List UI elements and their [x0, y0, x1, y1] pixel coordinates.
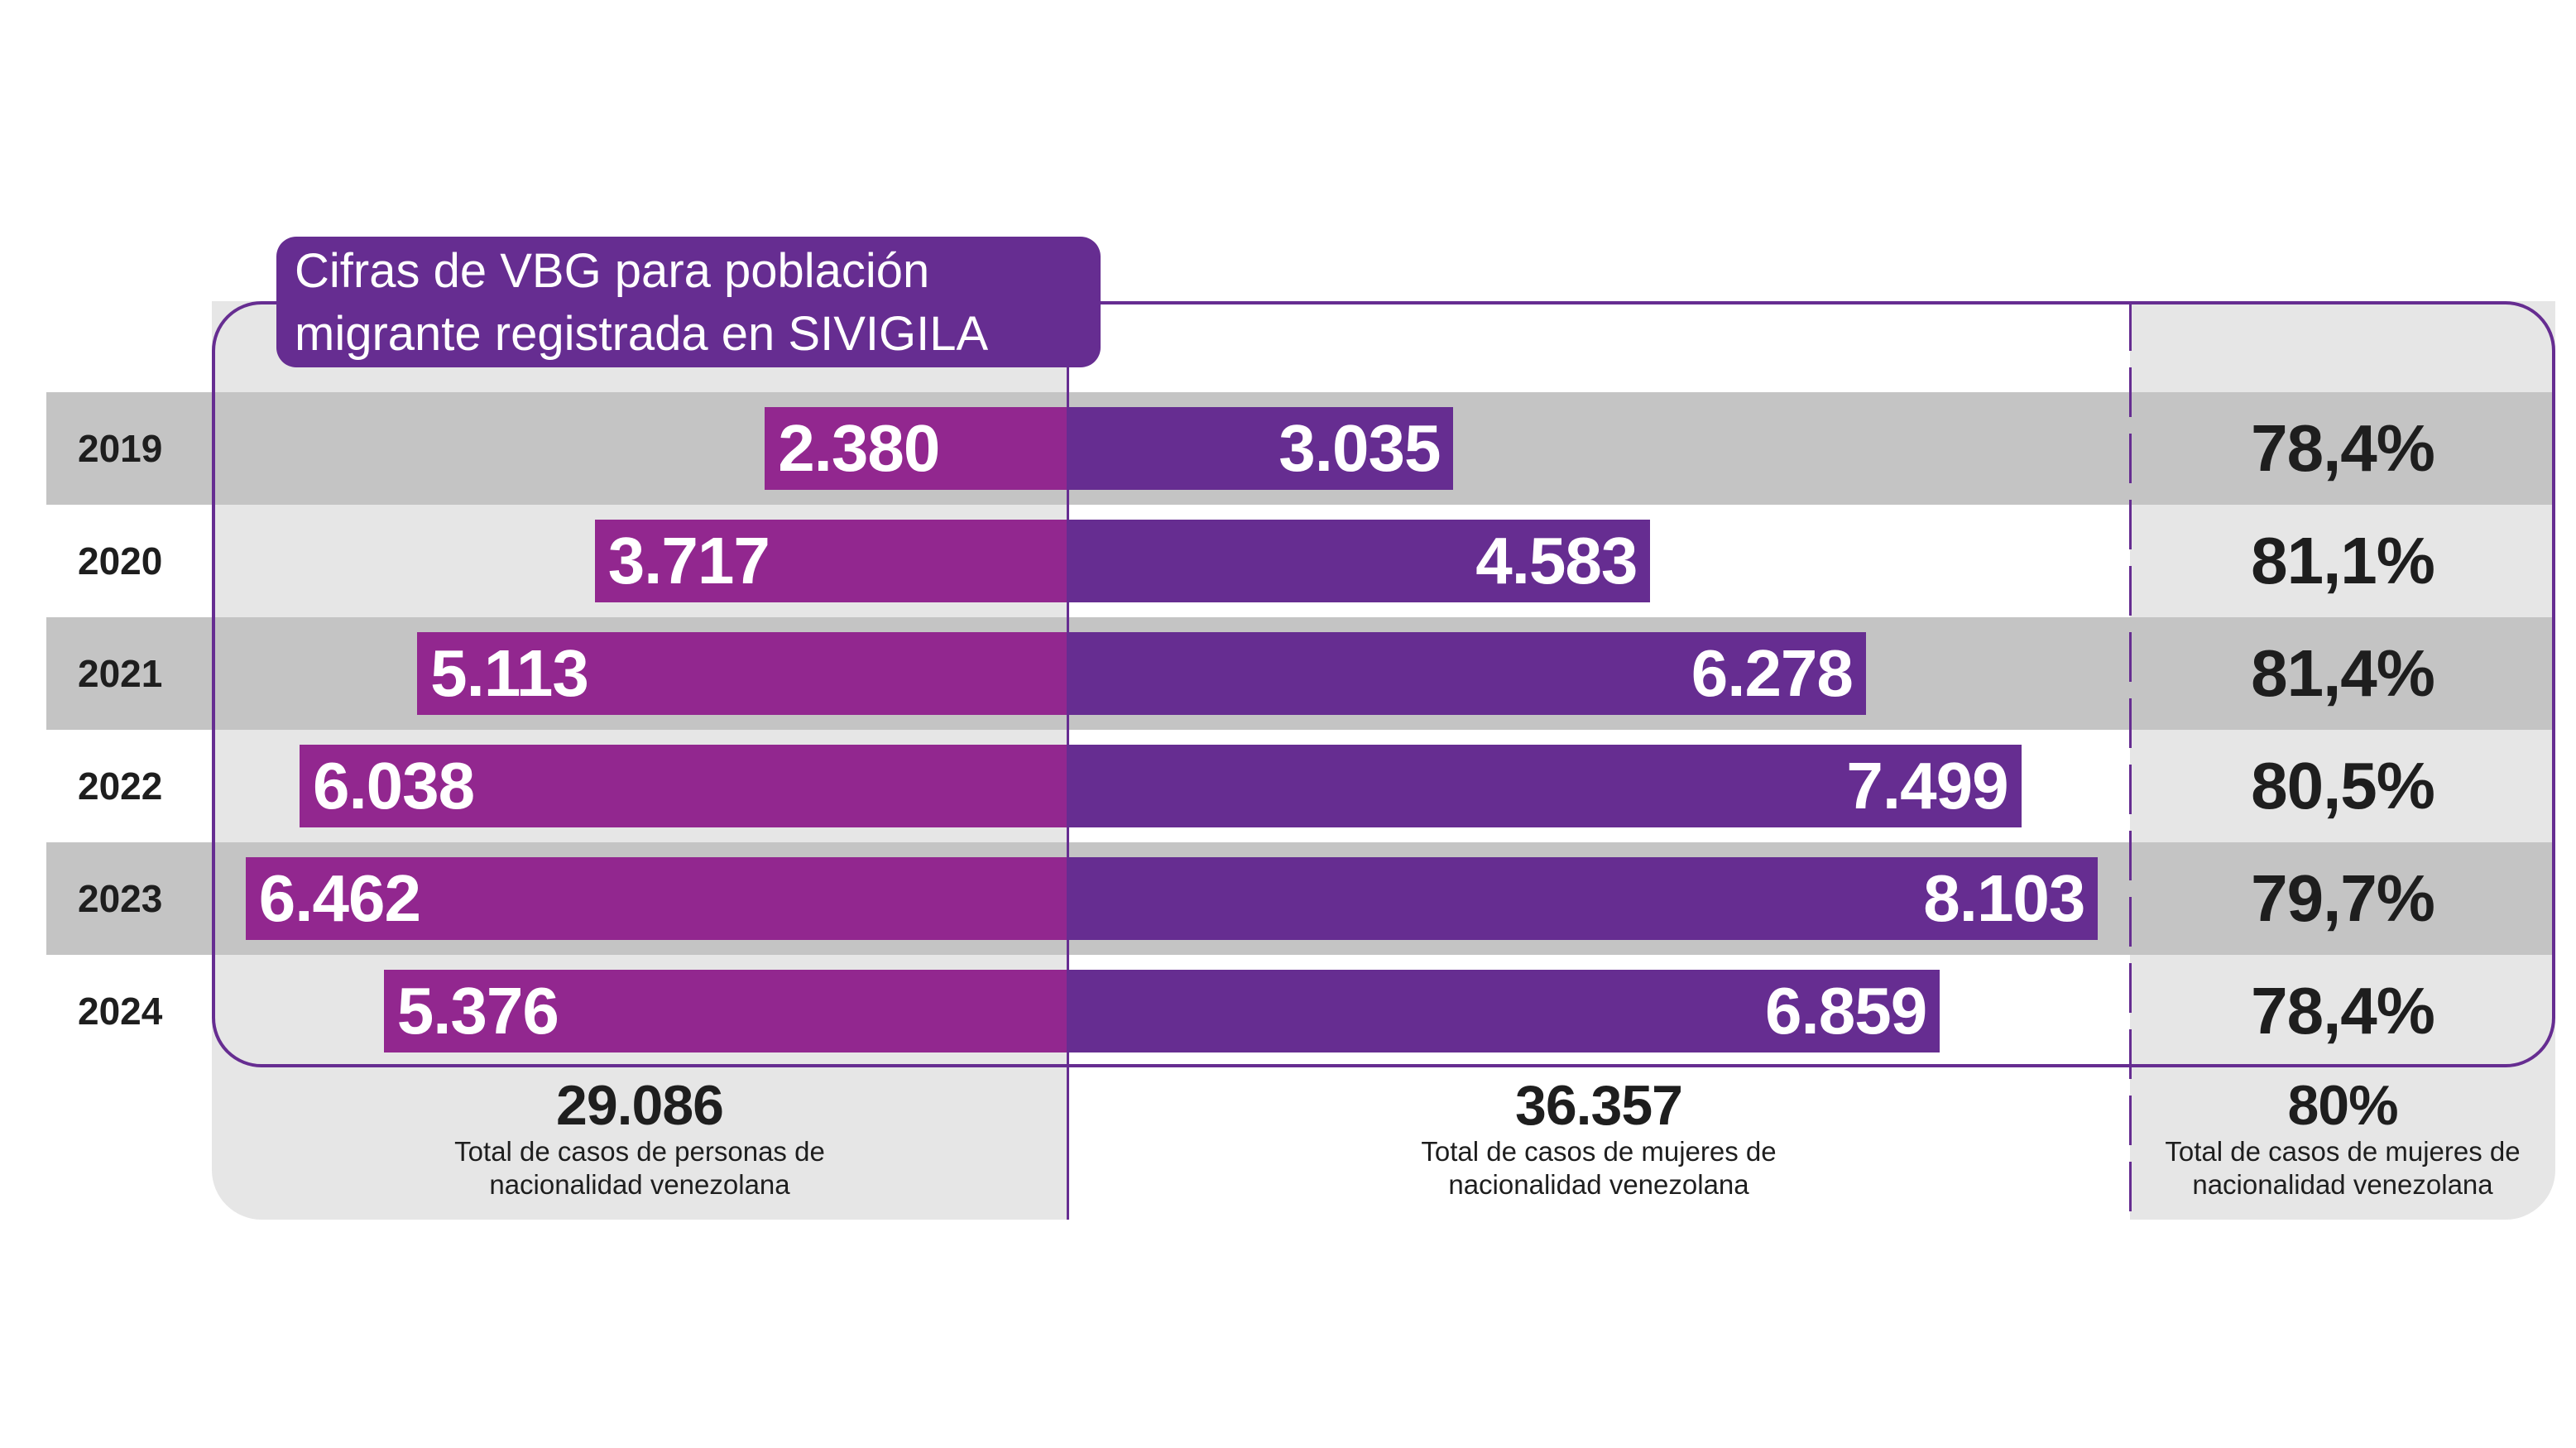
- total-percent-caption-2: nacionalidad venezolana: [2192, 1169, 2493, 1200]
- total-women-caption-2: nacionalidad venezolana: [1448, 1169, 1749, 1200]
- bar-persons: 5.113: [417, 632, 1067, 715]
- year-label: 2023: [78, 877, 163, 920]
- row-2023: 2023 6.462 8.103 79,7%: [46, 842, 2555, 955]
- total-percent-caption-1: Total de casos de mujeres de: [2165, 1136, 2521, 1167]
- total-women: 36.357 Total de casos de mujeres de naci…: [1067, 1076, 2130, 1201]
- row-2022: 2022 6.038 7.499 80,5%: [46, 730, 2555, 842]
- total-women-value: 36.357: [1515, 1074, 1683, 1137]
- bar-persons: 6.038: [299, 745, 1067, 827]
- year-label: 2019: [78, 427, 163, 470]
- row-2020: 2020 3.717 4.583 81,1%: [46, 505, 2555, 617]
- total-percent: 80% Total de casos de mujeres de naciona…: [2130, 1076, 2555, 1201]
- bar-women: 4.583: [1067, 520, 1651, 602]
- center-axis-line: [1067, 367, 1069, 1220]
- bar-persons: 6.462: [245, 857, 1067, 940]
- bar-women: 3.035: [1067, 407, 1454, 490]
- bar-women: 6.859: [1067, 970, 1940, 1052]
- row-2024: 2024 5.376 6.859 78,4%: [46, 955, 2555, 1067]
- bar-women: 8.103: [1067, 857, 2099, 940]
- year-label: 2022: [78, 765, 163, 808]
- percent-women-label: 80,5%: [2251, 749, 2435, 822]
- chart-title: Cifras de VBG para población migrante re…: [276, 237, 1101, 367]
- bar-women: 6.278: [1067, 632, 1866, 715]
- total-percent-value: 80%: [2287, 1074, 2398, 1137]
- total-persons: 29.086 Total de casos de personas de nac…: [212, 1076, 1067, 1201]
- percent-women-label: 81,1%: [2251, 524, 2435, 597]
- percent-women-label: 78,4%: [2251, 411, 2435, 485]
- row-2019: 2019 2.380 3.035 78,4%: [46, 392, 2555, 505]
- total-women-caption-1: Total de casos de mujeres de: [1421, 1136, 1777, 1167]
- percent-women-label: 81,4%: [2251, 636, 2435, 710]
- total-persons-caption-1: Total de casos de personas de: [454, 1136, 825, 1167]
- year-label: 2020: [78, 539, 163, 583]
- total-persons-caption-2: nacionalidad venezolana: [489, 1169, 790, 1200]
- year-label: 2024: [78, 990, 163, 1033]
- total-persons-value: 29.086: [556, 1074, 724, 1137]
- percent-divider-line: [2129, 301, 2132, 1220]
- row-2021: 2021 5.113 6.278 81,4%: [46, 617, 2555, 730]
- bar-persons: 5.376: [383, 970, 1067, 1052]
- chart-outline: [212, 301, 2555, 1067]
- percent-women-label: 79,7%: [2251, 861, 2435, 935]
- bar-women: 7.499: [1067, 745, 2022, 827]
- percent-women-label: 78,4%: [2251, 974, 2435, 1048]
- bar-persons: 3.717: [594, 520, 1067, 602]
- year-label: 2021: [78, 652, 163, 695]
- bar-persons: 2.380: [765, 407, 1067, 490]
